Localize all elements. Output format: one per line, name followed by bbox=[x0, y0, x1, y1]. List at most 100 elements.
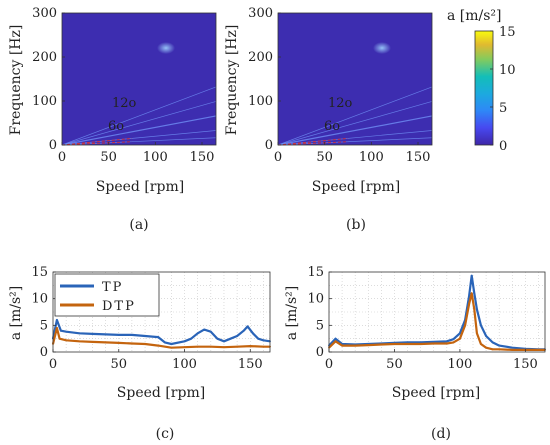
y-axis-label-d: a [m/s²] bbox=[284, 286, 300, 341]
y-tick-label: 200 bbox=[32, 50, 57, 65]
series-c bbox=[51, 318, 271, 349]
y-tick-label: 15 bbox=[31, 265, 48, 280]
colorbar-tick-label: 10 bbox=[499, 63, 516, 78]
order-lines-a bbox=[61, 86, 217, 146]
x-tick-label: 50 bbox=[110, 357, 127, 372]
data-point-dtp bbox=[498, 348, 501, 351]
y-tick-label: 0 bbox=[316, 345, 324, 360]
data-point-dtp bbox=[56, 327, 58, 329]
data-point-dtp bbox=[537, 348, 540, 351]
data-point-dtp bbox=[236, 345, 239, 348]
panel-c: 0 50 100 150 0 5 10 15 TP DTP Speed [rpm] a [m/… bbox=[8, 265, 271, 442]
data-point-dtp bbox=[393, 343, 396, 345]
series-line-tp bbox=[51, 318, 271, 346]
data-point-tp bbox=[476, 308, 478, 311]
data-point-dtp bbox=[104, 341, 107, 344]
x-axis-label-c: Speed [rpm] bbox=[117, 385, 205, 401]
x-axis-label-b: Speed [rpm] bbox=[312, 179, 400, 195]
x-tick-label: 150 bbox=[238, 357, 263, 372]
x-tick-label: 0 bbox=[58, 150, 66, 165]
data-point-tp bbox=[131, 334, 133, 336]
data-point-dtp bbox=[445, 342, 448, 345]
data-point-dtp bbox=[419, 343, 422, 345]
data-point-tp bbox=[406, 341, 409, 344]
data-point-tp bbox=[432, 340, 435, 343]
data-point-tp bbox=[65, 330, 68, 333]
y-tick-label: 0 bbox=[40, 345, 48, 360]
panel-label-b: (b) bbox=[346, 217, 366, 233]
x-tick-label: 0 bbox=[49, 357, 57, 372]
data-point-tp bbox=[252, 332, 254, 335]
data-point-tp bbox=[485, 335, 487, 337]
x-tick-label: 50 bbox=[100, 150, 117, 165]
series-line-dtp bbox=[328, 292, 545, 351]
data-point-tp bbox=[223, 340, 225, 343]
data-point-dtp bbox=[223, 346, 225, 349]
data-point-tp bbox=[183, 340, 186, 343]
data-point-tp bbox=[59, 329, 62, 332]
annotation-12o-b: 12o bbox=[328, 96, 353, 111]
y-axis-label-c: a [m/s²] bbox=[8, 286, 24, 341]
colorbar-tick-label: 5 bbox=[499, 101, 507, 116]
data-point-tp bbox=[78, 332, 81, 335]
y-tick-label: 300 bbox=[32, 6, 57, 21]
panel-label-a: (a) bbox=[129, 217, 148, 233]
data-point-dtp bbox=[65, 339, 68, 342]
data-point-tp bbox=[144, 335, 146, 337]
y-axis-label-a: Frequency [Hz] bbox=[8, 25, 24, 136]
data-point-tp bbox=[163, 341, 166, 344]
axes-a: 0 50 100 150 0 100 200 300 bbox=[32, 6, 217, 165]
data-point-tp bbox=[468, 295, 470, 297]
order-line-36 bbox=[277, 101, 433, 146]
data-point-tp bbox=[246, 325, 249, 328]
y-tick-label: 200 bbox=[248, 50, 273, 65]
panel-label-c: (c) bbox=[156, 426, 175, 442]
data-point-tp bbox=[196, 332, 199, 335]
data-point-dtp bbox=[452, 341, 455, 344]
y-tick-label: 10 bbox=[31, 292, 48, 307]
axes-frame-c bbox=[52, 271, 271, 353]
data-point-dtp bbox=[209, 345, 212, 348]
annotation-6o-b: 6o bbox=[324, 119, 340, 134]
colorbar-tick-label: 15 bbox=[499, 25, 516, 40]
data-point-tp bbox=[242, 329, 245, 332]
data-point-tp bbox=[236, 335, 239, 337]
x-axis-label-d: Speed [rpm] bbox=[392, 385, 480, 401]
series-d bbox=[328, 274, 546, 351]
x-tick-label: 0 bbox=[274, 150, 282, 165]
data-point-tp bbox=[257, 337, 260, 340]
axes-d: 0 50 100 150 0 5 10 15 bbox=[307, 265, 546, 372]
hotspot-a bbox=[157, 42, 175, 54]
order-ref-6 bbox=[277, 141, 349, 146]
data-point-tp bbox=[117, 334, 120, 336]
x-tick-label: 100 bbox=[359, 150, 384, 165]
x-tick-label: 50 bbox=[386, 357, 403, 372]
annotation-12o-a: 12o bbox=[112, 96, 137, 111]
data-point-dtp bbox=[367, 344, 370, 346]
legend-label-tp: TP bbox=[102, 280, 123, 295]
x-tick-label: 100 bbox=[143, 150, 168, 165]
series-line-tp bbox=[328, 274, 545, 351]
y-tick-label: 5 bbox=[316, 318, 324, 333]
heatmap-a-background bbox=[62, 13, 216, 145]
order-line-48 bbox=[277, 86, 433, 146]
legend-box bbox=[54, 273, 160, 317]
x-tick-label: 150 bbox=[190, 150, 215, 165]
data-point-dtp bbox=[334, 340, 337, 343]
order-line-36 bbox=[61, 101, 217, 146]
data-point-dtp bbox=[249, 345, 252, 348]
data-point-dtp bbox=[476, 332, 478, 335]
y-tick-label: 100 bbox=[248, 94, 273, 109]
y-tick-label: 300 bbox=[248, 6, 273, 21]
data-point-dtp bbox=[354, 344, 357, 347]
y-axis-label-b: Frequency [Hz] bbox=[224, 25, 240, 136]
data-point-tp bbox=[473, 292, 476, 295]
data-point-tp bbox=[91, 332, 94, 335]
axes-frame-b bbox=[277, 12, 433, 146]
panel-label-d: (d) bbox=[431, 426, 451, 442]
data-point-tp bbox=[445, 340, 448, 343]
data-point-dtp bbox=[157, 344, 160, 347]
data-point-dtp bbox=[183, 346, 186, 349]
data-point-tp bbox=[511, 346, 514, 349]
data-point-tp bbox=[459, 332, 461, 335]
